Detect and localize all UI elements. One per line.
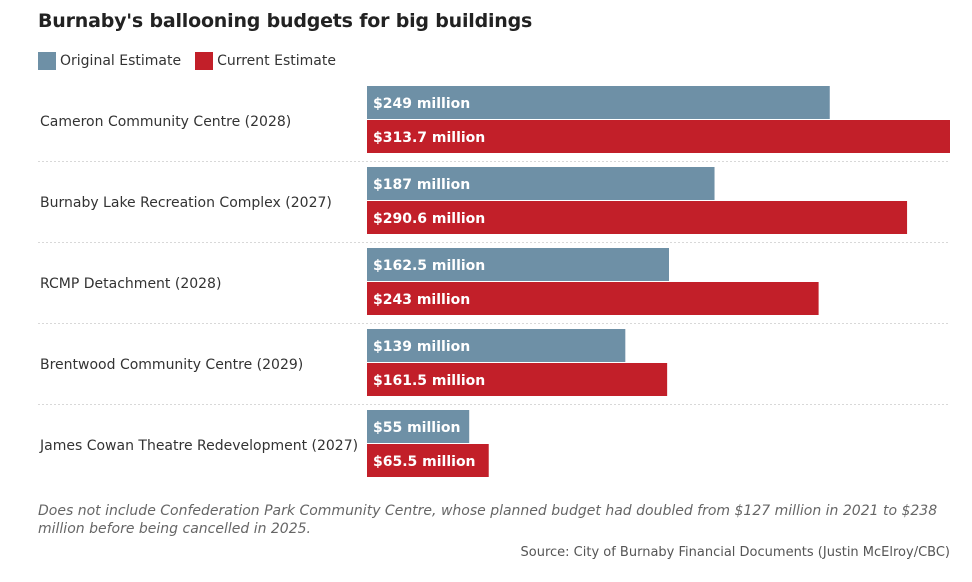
bar-original	[367, 329, 626, 362]
bar-current	[367, 282, 819, 315]
legend-swatch-original	[38, 52, 56, 70]
legend-item-current: Current Estimate	[195, 52, 336, 70]
category-label: Brentwood Community Centre (2029)	[40, 357, 303, 373]
bar-current	[367, 120, 950, 153]
bar-value-label: $290.6 million	[373, 211, 485, 227]
bar-original	[367, 410, 470, 443]
bar-value-label: $249 million	[373, 96, 470, 112]
bar-value-label: $161.5 million	[373, 373, 485, 389]
bar-value-label: $162.5 million	[373, 258, 485, 274]
bar-value-label: $187 million	[373, 177, 470, 193]
bar-original	[367, 248, 670, 281]
chart-legend: Original Estimate Current Estimate	[38, 51, 350, 71]
bar-current	[367, 201, 908, 234]
category-label: James Cowan Theatre Redevelopment (2027)	[39, 438, 358, 454]
bar-current	[367, 363, 668, 396]
bar-value-label: $243 million	[373, 292, 470, 308]
category-label: RCMP Detachment (2028)	[40, 276, 221, 292]
legend-label-current: Current Estimate	[217, 53, 336, 69]
bar-current	[367, 444, 489, 477]
source-credit: Source: City of Burnaby Financial Docume…	[520, 545, 951, 560]
footnote: Does not include Confederation Park Comm…	[38, 503, 938, 537]
bar-value-label: $313.7 million	[373, 130, 485, 146]
legend-item-original: Original Estimate	[38, 52, 181, 70]
bar-original	[367, 86, 830, 119]
bar-value-label: $65.5 million	[373, 454, 476, 470]
chart-title: Burnaby's ballooning budgets for big bui…	[38, 10, 533, 32]
legend-label-original: Original Estimate	[60, 53, 182, 69]
bar-value-label: $139 million	[373, 339, 470, 355]
bar-chart: Cameron Community Centre (2028) $249 mill…	[38, 86, 950, 477]
category-label: Cameron Community Centre (2028)	[40, 114, 291, 130]
legend-swatch-current	[195, 52, 214, 70]
bar-original	[367, 167, 715, 200]
category-label: Burnaby Lake Recreation Complex (2027)	[40, 195, 332, 211]
bar-value-label: $55 million	[373, 420, 460, 436]
